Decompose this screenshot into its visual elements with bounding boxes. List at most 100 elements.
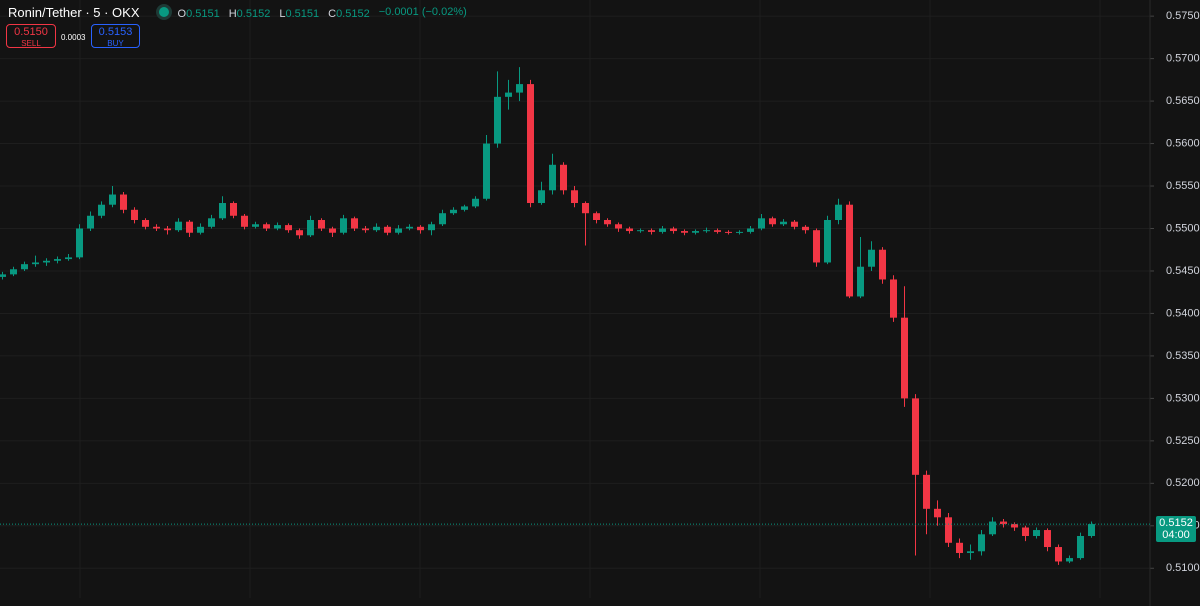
sell-label: SELL [21, 39, 41, 48]
candle-body [505, 92, 512, 97]
status-dot [155, 4, 172, 20]
candle-body [989, 521, 996, 535]
ohlc-value: 0.5151 [186, 7, 220, 20]
candle-body [549, 164, 556, 191]
candle-body [659, 228, 666, 232]
candle-body [934, 508, 941, 518]
candle-body [109, 194, 116, 205]
candle-body [285, 225, 292, 231]
candle-body [197, 226, 204, 233]
candle-body [791, 221, 798, 227]
candle-body [758, 218, 765, 229]
candle-body [10, 269, 17, 275]
candle-body [186, 221, 193, 233]
candle-body [153, 226, 160, 229]
candle-body [461, 206, 468, 210]
candle-body [175, 221, 182, 231]
candle-body [417, 226, 424, 231]
candle-body [54, 259, 61, 261]
candle-body [945, 517, 952, 543]
candle-body [626, 228, 633, 232]
candle-body [351, 218, 358, 229]
candle-body [714, 230, 721, 232]
candle-body [362, 228, 369, 231]
candle-body [307, 220, 314, 236]
y-tick-label: 0.5650 [1166, 95, 1200, 107]
ohlc-value: 0.5151 [285, 7, 320, 20]
candle-body [736, 231, 743, 233]
symbol: Ronin/Tether · 5 · OKX [8, 4, 140, 20]
y-tick-label: 0.5750 [1166, 10, 1200, 22]
candle-body [252, 224, 259, 227]
candle-body [967, 551, 974, 553]
candle-body [1044, 530, 1051, 548]
candle-body [241, 215, 248, 227]
candle-body [32, 262, 39, 265]
candle-body [879, 249, 886, 280]
candle-body [1077, 535, 1084, 559]
candle-body [87, 215, 94, 229]
candle-body [274, 225, 281, 229]
buy-button[interactable]: 0.5153 BUY [91, 24, 140, 48]
candle-body [824, 220, 831, 263]
candle-body [516, 84, 523, 93]
candle-body [692, 231, 699, 233]
candle-body [725, 231, 732, 233]
sell-button[interactable]: 0.5150 SELL [6, 24, 56, 48]
candle-body [230, 203, 237, 216]
countdown: 04:00 [1162, 529, 1190, 542]
candle-body [978, 534, 985, 552]
candle-body [846, 204, 853, 297]
candle-body [296, 230, 303, 236]
candle-body [780, 221, 787, 225]
sell-price: 0.5150 [14, 26, 48, 38]
y-tick-label: 0.5400 [1166, 307, 1200, 319]
candle-body [571, 190, 578, 204]
candle-body [76, 228, 83, 258]
candle-body [208, 218, 215, 227]
candle-body [263, 224, 270, 229]
candle-body [318, 220, 325, 229]
candle-body [868, 249, 875, 267]
candle-body [219, 203, 226, 219]
candle-body [0, 274, 6, 277]
y-tick-label: 0.5300 [1166, 392, 1200, 404]
candle-body [769, 218, 776, 225]
candle-body [1055, 547, 1062, 562]
y-tick-label: 0.5500 [1166, 222, 1200, 234]
candle-body [98, 204, 105, 216]
candle-body [527, 84, 534, 204]
ohlc-key: O [177, 7, 187, 20]
y-tick-label: 0.5350 [1166, 350, 1200, 362]
ohlc-value: 0.5152 [236, 7, 271, 20]
candle-body [901, 317, 908, 399]
candle-body [439, 213, 446, 225]
change: −0.0001 (−0.02%) [378, 6, 467, 18]
candle-body [1000, 521, 1007, 525]
candle-body [120, 194, 127, 210]
y-tick-label: 0.5250 [1166, 435, 1200, 447]
candle-body [395, 228, 402, 233]
candle-body [670, 228, 677, 232]
candle-body [582, 203, 589, 214]
candle-body [329, 228, 336, 233]
candle-body [1066, 558, 1073, 562]
candle-body [373, 226, 380, 231]
candle-body [681, 231, 688, 233]
candle-body [857, 266, 864, 297]
last-price: 0.5152 [1159, 517, 1193, 530]
candle-body [21, 264, 28, 270]
candle-body [813, 230, 820, 263]
last-price-tag: 0.5152 04:00 [1156, 516, 1196, 543]
candle-body [637, 230, 644, 232]
candle-body [428, 224, 435, 231]
candle-body [1033, 530, 1040, 536]
candle-body [956, 542, 963, 553]
candle-body [406, 226, 413, 229]
candle-body [1022, 527, 1029, 536]
ohlc-key: L [279, 7, 286, 20]
candle-body [538, 190, 545, 204]
y-tick-label: 0.5100 [1166, 562, 1200, 574]
candle-body [483, 143, 490, 199]
candle-body [131, 209, 138, 221]
